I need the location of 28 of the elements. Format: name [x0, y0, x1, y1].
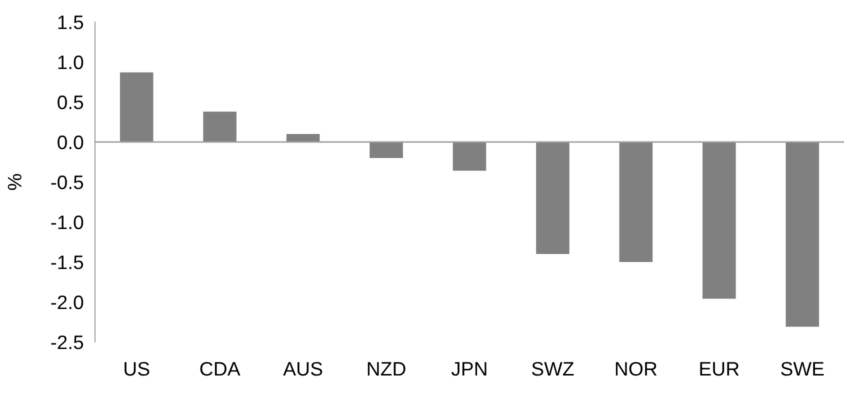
x-tick-label: NOR [616, 362, 657, 376]
bar [286, 134, 320, 142]
x-tick-label: EUR [700, 362, 739, 376]
y-tick-label: -2.0 [51, 295, 84, 310]
bar [786, 142, 820, 327]
x-tick-label: SWE [781, 362, 824, 376]
y-tick-label: -2.5 [51, 335, 84, 350]
bar [702, 142, 736, 299]
y-tick-label: 1.5 [58, 16, 84, 30]
y-axis-title: % [8, 174, 22, 190]
x-tick-label: US [124, 362, 150, 376]
y-tick-label: 1.0 [58, 55, 84, 70]
x-tick-label: JPN [451, 362, 486, 376]
bar [120, 72, 154, 142]
bar [203, 112, 236, 142]
x-tick-label: AUS [283, 362, 322, 376]
y-tick-label: 0.0 [58, 135, 84, 150]
bar [619, 142, 653, 262]
x-tick-label: NZD [368, 362, 406, 376]
y-tick-label: 0.5 [58, 95, 84, 110]
x-tick-label: SWZ [532, 362, 574, 376]
bar [370, 142, 403, 158]
x-tick-label: CDA [200, 362, 240, 376]
y-tick-label: -1.0 [51, 215, 84, 230]
y-tick-label: -1.5 [51, 256, 84, 270]
bar [536, 142, 570, 254]
y-tick-label: -0.5 [51, 175, 84, 190]
bar [452, 142, 486, 171]
